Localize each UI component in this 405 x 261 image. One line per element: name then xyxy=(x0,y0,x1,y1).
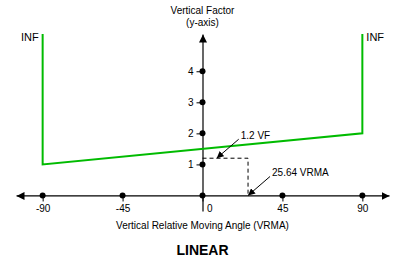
point xyxy=(200,192,206,198)
point xyxy=(359,192,365,198)
x-tick: 0 xyxy=(203,195,213,213)
inf-label: INF xyxy=(21,31,39,43)
x-label: Vertical Relative Moving Angle (VRMA) xyxy=(116,220,289,231)
texts: 1.2 VF 25.64 VRMA INF INF Vertical Factor(y-… xyxy=(21,5,384,258)
x-tick-label: -45 xyxy=(116,203,131,214)
point xyxy=(40,192,46,198)
y-tick-label: 3 xyxy=(188,97,194,108)
line xyxy=(43,34,363,164)
y-axis: 1 2 3 4 xyxy=(188,35,203,212)
inf-label: INF xyxy=(366,31,384,43)
x-tick-label: 45 xyxy=(277,203,289,214)
point xyxy=(200,68,206,74)
point xyxy=(200,99,206,105)
point xyxy=(200,130,206,136)
annotation-arrow xyxy=(248,176,270,195)
y-axis-line xyxy=(202,35,203,212)
point xyxy=(120,192,126,198)
y-label: Vertical Factor(y-axis) xyxy=(171,5,236,28)
annotation: 25.64 VRMA xyxy=(272,167,329,178)
y-label-line: Vertical Factor xyxy=(171,5,236,16)
y-tick-label: 2 xyxy=(188,128,194,139)
chart: -90 -45 0 45 90 1 2 3 4 1.2 VF 25.64 VRMA INF INF Ver… xyxy=(0,0,405,261)
title: LINEAR xyxy=(176,242,228,258)
point xyxy=(200,161,206,167)
annotation-arrow xyxy=(217,139,239,158)
dashed-line xyxy=(203,158,249,195)
y-label-line: (y-axis) xyxy=(186,17,219,28)
x-tick-label: 0 xyxy=(207,203,213,214)
y-tick-label: 4 xyxy=(188,66,194,77)
x-tick-label: 90 xyxy=(357,203,369,214)
point xyxy=(279,192,285,198)
y-tick-label: 1 xyxy=(188,159,194,170)
x-tick-label: -90 xyxy=(36,203,51,214)
marks xyxy=(40,34,366,198)
annotation: 1.2 VF xyxy=(241,130,270,141)
